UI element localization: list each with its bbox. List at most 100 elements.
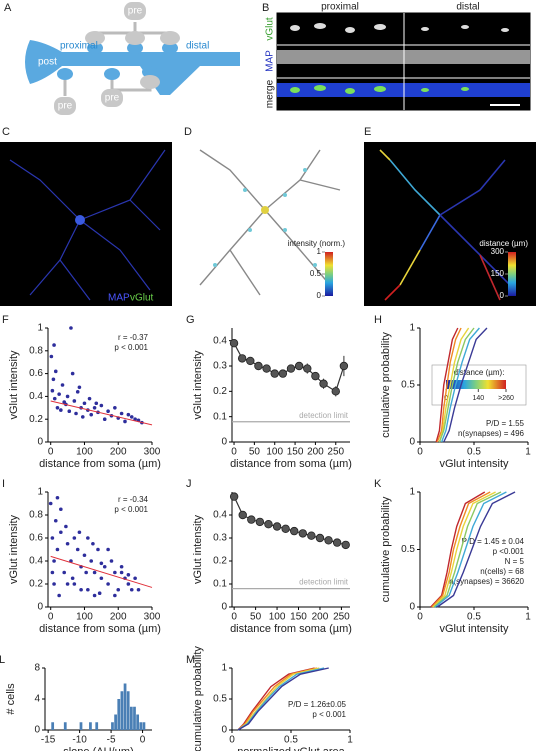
pre-label: pre <box>105 93 120 104</box>
x-tick-label: 0.5 <box>467 447 481 458</box>
point <box>126 412 131 417</box>
point <box>57 593 61 598</box>
x-axis-title: distance from soma (µm) <box>230 458 352 470</box>
x-tick-label: 0 <box>231 447 237 458</box>
point <box>86 536 90 540</box>
histogram-bar <box>142 722 146 730</box>
y-tick-label: 1 <box>37 487 43 498</box>
fit-line <box>50 400 153 426</box>
colorbar-tick-label: 1 <box>317 247 322 256</box>
point <box>57 392 61 396</box>
y-tick-label: 1 <box>221 663 227 674</box>
point <box>119 570 124 575</box>
y-tick-label: 0.3 <box>213 533 227 544</box>
point <box>113 406 117 410</box>
point <box>52 559 56 563</box>
point <box>89 559 94 563</box>
pre-terminal <box>54 97 76 115</box>
dendrite <box>25 40 240 84</box>
legend-tick-label: 0 <box>444 395 448 402</box>
y-tick-label: 0.2 <box>213 556 227 567</box>
point <box>69 326 73 330</box>
marker <box>341 540 350 550</box>
point <box>50 570 55 575</box>
point <box>113 570 117 575</box>
histogram-bar <box>79 722 83 730</box>
reference-label: detection limit <box>299 411 349 420</box>
cdf-line <box>438 327 475 443</box>
y-tick-label: 0.2 <box>29 414 43 425</box>
marker <box>332 538 342 547</box>
histogram-bar <box>136 714 140 730</box>
y-axis-title: cumulative probability <box>192 646 204 751</box>
x-tick-label: 150 <box>290 612 307 623</box>
neuron-distance <box>379 149 511 301</box>
y-tick-label: 0 <box>409 437 415 448</box>
y-tick-label: 8 <box>34 663 40 674</box>
point <box>94 401 99 406</box>
marker <box>270 369 279 378</box>
row-label: MAP <box>265 50 276 72</box>
y-axis-title: # cells <box>5 683 17 715</box>
x-axis-title: distance from soma (µm) <box>230 623 352 635</box>
channel-label: vGlut <box>130 293 154 304</box>
y-axis-title: cumulative probability <box>380 332 392 438</box>
point <box>96 547 100 552</box>
annotation: n(cells) = 68 <box>480 567 524 576</box>
cdf-line <box>440 327 480 443</box>
panel-label: F <box>2 314 9 326</box>
legend-colorbar <box>446 380 506 389</box>
point <box>136 587 141 592</box>
point <box>52 343 56 347</box>
neuron-trace <box>199 149 341 296</box>
marker <box>229 339 239 348</box>
marker <box>247 515 256 524</box>
x-tick-label: 250 <box>333 612 350 623</box>
y-tick-label: 0.4 <box>213 335 227 346</box>
y-tick-label: 0.2 <box>213 386 227 397</box>
point <box>92 593 97 598</box>
histogram-bar <box>111 722 114 730</box>
column-header: proximal <box>321 2 359 13</box>
point <box>80 415 85 419</box>
colorbar-tick-label: 300 <box>491 247 505 256</box>
point <box>106 547 110 552</box>
column-header: distal <box>456 2 479 13</box>
x-tick-label: 300 <box>144 612 161 623</box>
histogram-bar <box>89 722 92 730</box>
y-tick-label: 4 <box>34 694 40 705</box>
cdf-line <box>432 491 496 608</box>
x-tick-label: 0 <box>229 735 235 746</box>
annotation: p <0.001 <box>493 547 525 556</box>
x-tick-label: 0 <box>231 612 237 623</box>
colorbar <box>325 252 333 296</box>
y-tick-label: 0.5 <box>401 380 415 391</box>
y-tick-label: 0 <box>409 602 415 613</box>
marker <box>264 520 273 529</box>
y-tick-label: 0 <box>221 437 227 448</box>
x-tick-label: 200 <box>110 612 127 623</box>
legend-title: distance (µm): <box>454 368 505 377</box>
y-tick-label: 0 <box>37 602 43 613</box>
marker <box>307 531 316 540</box>
x-tick-label: 0 <box>417 447 423 458</box>
x-tick-label: 300 <box>144 447 161 458</box>
panel-e: E <box>364 126 536 306</box>
point <box>129 415 134 419</box>
marker <box>324 536 333 545</box>
colorbar-tick-label: 0.5 <box>310 269 322 278</box>
x-tick-label: 100 <box>266 447 283 458</box>
point <box>67 409 72 414</box>
x-tick-label: 0.5 <box>467 612 481 623</box>
merge-puncta <box>290 85 469 94</box>
point <box>72 536 77 540</box>
reference-label: detection limit <box>299 578 349 587</box>
y-tick-label: 0.5 <box>213 694 227 705</box>
colorbar-tick-label: 150 <box>491 269 505 278</box>
x-axis-title: vGlut intensity <box>439 458 509 470</box>
marker <box>281 524 290 533</box>
panel-d: D <box>184 126 341 296</box>
y-tick-label: 0 <box>37 437 43 448</box>
point <box>123 419 127 424</box>
